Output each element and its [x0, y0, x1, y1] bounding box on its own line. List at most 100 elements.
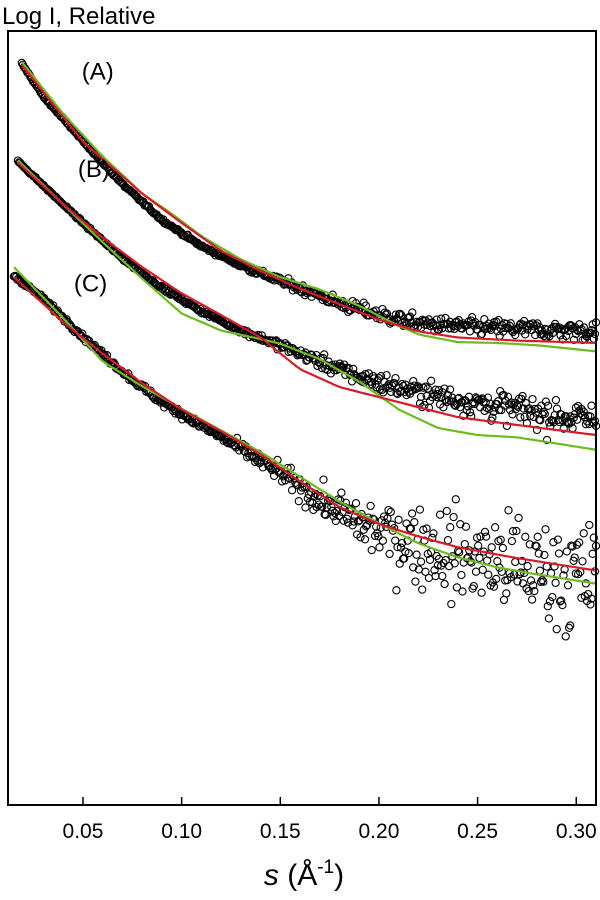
data-point [460, 539, 469, 549]
data-point [552, 322, 561, 332]
x-tick-label: 0.10 [161, 820, 202, 843]
data-point [575, 538, 584, 547]
data-point [548, 592, 557, 602]
data-point [433, 561, 443, 570]
data-point [577, 404, 586, 414]
data-point [398, 379, 407, 389]
data-point [519, 404, 528, 413]
data-point [545, 597, 555, 606]
data-point [524, 586, 533, 596]
data-point [383, 514, 392, 523]
data-point [544, 330, 553, 339]
data-point [367, 545, 376, 555]
data-point [508, 527, 518, 536]
data-point [489, 407, 498, 416]
data-point [590, 567, 600, 576]
data-point [517, 556, 527, 566]
data-point [421, 567, 430, 576]
data-point [539, 577, 548, 586]
data-point [287, 486, 297, 495]
data-point [441, 556, 450, 565]
data-point [374, 532, 383, 541]
data-point [511, 557, 520, 567]
data-point [458, 587, 467, 596]
data-point [577, 325, 586, 334]
data-point [415, 505, 425, 514]
data-point [109, 358, 118, 367]
data-point [469, 581, 478, 591]
data-point [396, 309, 405, 319]
data-point [337, 488, 346, 497]
data-point [348, 521, 357, 530]
data-point [413, 382, 422, 391]
data-point [276, 469, 285, 478]
data-point [516, 413, 525, 422]
data-point [513, 577, 522, 586]
data-point [455, 403, 465, 412]
red-fit-curve [13, 276, 597, 572]
green-fit-curve [17, 159, 597, 451]
data-point [585, 520, 594, 530]
data-point [576, 567, 585, 577]
data-point [364, 369, 373, 378]
data-point [404, 548, 413, 558]
data-point [416, 392, 426, 402]
data-point [549, 538, 558, 547]
data-point [530, 404, 539, 414]
data-point [511, 405, 520, 414]
data-point [496, 535, 505, 544]
green-fit-curve [20, 61, 597, 353]
data-point [429, 529, 438, 538]
data-point [523, 562, 532, 571]
data-point [410, 518, 419, 527]
data-point [408, 308, 417, 317]
data-point [385, 549, 394, 559]
data-point [349, 517, 358, 526]
data-point [474, 541, 483, 550]
data-point [536, 416, 545, 425]
data-point [327, 502, 336, 511]
data-point [328, 506, 337, 515]
data-point [437, 561, 446, 570]
data-point [274, 468, 283, 477]
data-point [511, 330, 520, 340]
data-point [481, 398, 490, 407]
data-point [566, 621, 575, 630]
data-point [424, 573, 434, 583]
data-point [498, 543, 508, 553]
data-point [235, 446, 244, 455]
data-point [568, 542, 577, 551]
data-point [539, 407, 548, 417]
data-point [449, 512, 458, 522]
data-point [540, 550, 549, 560]
x-tick-label: 0.25 [457, 820, 498, 843]
data-point [540, 409, 549, 418]
data-point [553, 535, 563, 544]
data-point [522, 584, 531, 593]
data-point [552, 625, 561, 634]
x-tick-label: 0.05 [63, 820, 104, 843]
data-point [502, 421, 512, 431]
data-point [438, 571, 447, 581]
data-point [500, 401, 509, 410]
data-point [421, 382, 430, 391]
data-point [301, 503, 310, 512]
data-point [319, 475, 328, 484]
data-point [475, 553, 484, 563]
data-point [392, 586, 401, 595]
data-point [332, 507, 342, 516]
data-point [471, 567, 481, 576]
data-point [508, 410, 517, 419]
data-point [407, 509, 417, 518]
data-point [528, 394, 537, 404]
data-point [487, 543, 496, 552]
data-point [318, 502, 327, 511]
data-point [586, 412, 595, 421]
data-point [366, 501, 375, 511]
x-axis-unit-close: ) [334, 859, 344, 892]
data-point [484, 405, 494, 414]
data-point [343, 518, 353, 527]
plot-frame [7, 30, 597, 806]
data-point [391, 373, 400, 383]
data-point [504, 506, 513, 515]
